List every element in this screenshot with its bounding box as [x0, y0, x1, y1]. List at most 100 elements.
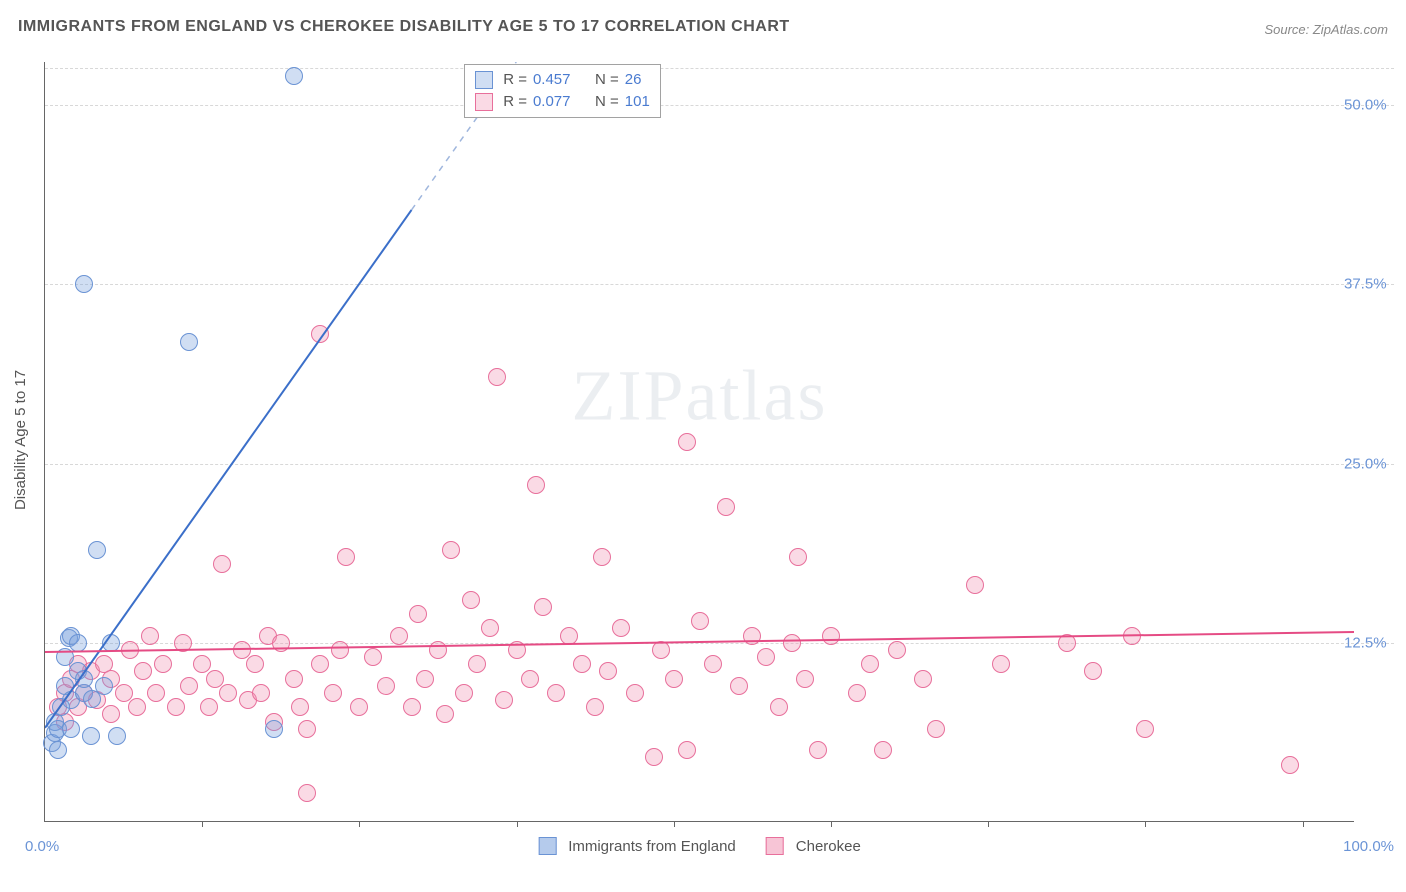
point-england: [180, 333, 198, 351]
point-cherokee: [219, 684, 237, 702]
point-cherokee: [599, 662, 617, 680]
point-cherokee: [495, 691, 513, 709]
point-cherokee: [796, 670, 814, 688]
x-tick: [359, 821, 360, 827]
legend-correlation-box: R = 0.457 N = 26R = 0.077 N = 101: [464, 64, 661, 118]
legend-swatch: [475, 71, 493, 89]
legend-item: Cherokee: [766, 837, 861, 855]
point-cherokee: [174, 634, 192, 652]
x-axis-max-label: 100.0%: [1343, 838, 1394, 855]
point-cherokee: [678, 741, 696, 759]
point-england: [285, 67, 303, 85]
point-cherokee: [809, 741, 827, 759]
point-cherokee: [285, 670, 303, 688]
point-cherokee: [593, 548, 611, 566]
point-england: [108, 727, 126, 745]
point-cherokee: [717, 498, 735, 516]
point-cherokee: [586, 698, 604, 716]
x-axis-min-label: 0.0%: [25, 838, 59, 855]
legend-n-label: N =: [595, 69, 619, 91]
point-cherokee: [324, 684, 342, 702]
point-cherokee: [521, 670, 539, 688]
point-cherokee: [770, 698, 788, 716]
legend-swatch: [475, 93, 493, 111]
point-cherokee: [213, 555, 231, 573]
x-tick: [674, 821, 675, 827]
y-axis-label: Disability Age 5 to 17: [12, 370, 29, 510]
point-cherokee: [180, 677, 198, 695]
legend-n-label: N =: [595, 91, 619, 113]
point-cherokee: [848, 684, 866, 702]
point-cherokee: [246, 655, 264, 673]
point-cherokee: [115, 684, 133, 702]
point-cherokee: [134, 662, 152, 680]
point-cherokee: [626, 684, 644, 702]
point-england: [75, 275, 93, 293]
point-cherokee: [311, 655, 329, 673]
point-england: [49, 741, 67, 759]
gridline-h: [45, 68, 1394, 69]
point-cherokee: [291, 698, 309, 716]
legend-r-label: R =: [503, 69, 527, 91]
point-cherokee: [403, 698, 421, 716]
gridline-h: [45, 105, 1394, 106]
point-cherokee: [206, 670, 224, 688]
point-cherokee: [573, 655, 591, 673]
gridline-h: [45, 464, 1394, 465]
legend-n-value: 101: [625, 91, 650, 113]
point-cherokee: [789, 548, 807, 566]
legend-bottom: Immigrants from EnglandCherokee: [538, 837, 861, 855]
legend-stat-row: R = 0.077 N = 101: [475, 91, 650, 113]
point-cherokee: [154, 655, 172, 673]
point-cherokee: [462, 591, 480, 609]
x-tick: [1303, 821, 1304, 827]
x-tick: [831, 821, 832, 827]
point-england: [56, 648, 74, 666]
point-cherokee: [560, 627, 578, 645]
point-cherokee: [377, 677, 395, 695]
point-cherokee: [409, 605, 427, 623]
chart-title: IMMIGRANTS FROM ENGLAND VS CHEROKEE DISA…: [18, 18, 790, 36]
point-cherokee: [128, 698, 146, 716]
point-cherokee: [730, 677, 748, 695]
source-label: Source: ZipAtlas.com: [1264, 22, 1388, 37]
point-cherokee: [914, 670, 932, 688]
y-tick-label: 37.5%: [1344, 276, 1404, 293]
point-england: [102, 634, 120, 652]
point-cherokee: [481, 619, 499, 637]
point-cherokee: [416, 670, 434, 688]
point-cherokee: [121, 641, 139, 659]
point-cherokee: [888, 641, 906, 659]
x-tick: [202, 821, 203, 827]
point-cherokee: [455, 684, 473, 702]
point-cherokee: [488, 368, 506, 386]
point-cherokee: [364, 648, 382, 666]
point-cherokee: [390, 627, 408, 645]
point-cherokee: [757, 648, 775, 666]
legend-swatch: [766, 837, 784, 855]
point-cherokee: [645, 748, 663, 766]
point-cherokee: [1123, 627, 1141, 645]
point-cherokee: [147, 684, 165, 702]
legend-n-value: 26: [625, 69, 642, 91]
legend-r-value: 0.457: [533, 69, 571, 91]
point-cherokee: [436, 705, 454, 723]
regression-line-england-solid: [45, 210, 412, 728]
point-cherokee: [141, 627, 159, 645]
point-cherokee: [331, 641, 349, 659]
regression-lines-layer: [45, 62, 1354, 821]
point-cherokee: [337, 548, 355, 566]
point-cherokee: [665, 670, 683, 688]
point-cherokee: [612, 619, 630, 637]
point-cherokee: [691, 612, 709, 630]
point-cherokee: [652, 641, 670, 659]
point-england: [69, 634, 87, 652]
point-england: [95, 677, 113, 695]
legend-label: Cherokee: [796, 838, 861, 855]
point-cherokee: [1084, 662, 1102, 680]
point-england: [82, 727, 100, 745]
point-cherokee: [678, 433, 696, 451]
point-cherokee: [704, 655, 722, 673]
x-tick: [1145, 821, 1146, 827]
point-cherokee: [861, 655, 879, 673]
